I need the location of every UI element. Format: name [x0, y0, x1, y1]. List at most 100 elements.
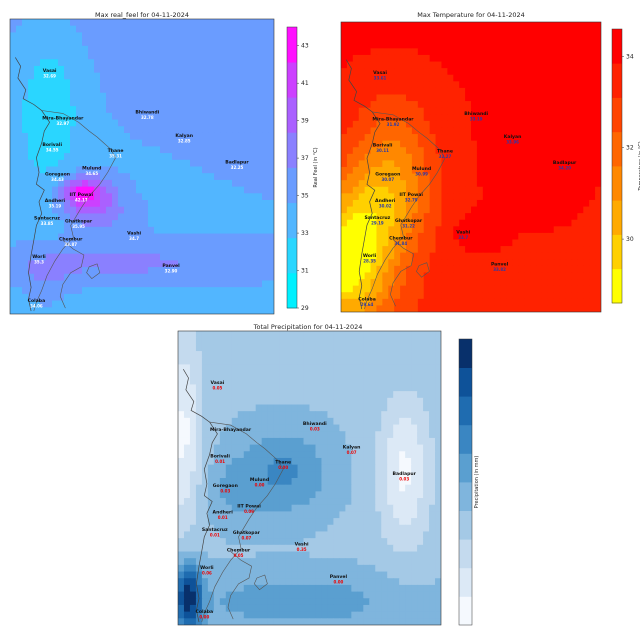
location-mira-bhayandar: Mira-Bhayandar	[210, 427, 252, 433]
location-name: Kalyan	[175, 133, 193, 139]
location-name: Kalyan	[504, 134, 522, 140]
colorbar-swatch	[287, 272, 297, 309]
temperature-map: Vasai33.61Mira-Bhayandar31.92Bhiwandi33.…	[340, 21, 640, 313]
location-name: Vashi	[127, 230, 141, 236]
colorbar-swatch	[459, 453, 472, 483]
location-name: Badlapur	[393, 471, 417, 477]
location-name: Worli	[200, 565, 214, 571]
location-name: Mira-Bhayandar	[42, 115, 84, 121]
location-name: Mira-Bhayandar	[372, 117, 414, 123]
location-name: Ghatkopar	[395, 218, 423, 224]
location-name: Andheri	[213, 509, 234, 515]
colorbar-swatch	[612, 234, 622, 270]
contour-field	[10, 19, 274, 314]
chart-title: Max real_feel for 04-11-2024	[94, 11, 189, 19]
location-value: 32.79	[405, 198, 418, 203]
colorbar-tick: 37	[301, 155, 309, 162]
location-name: Mulund	[82, 165, 101, 171]
location-value: 34.43	[51, 177, 64, 182]
map-frame	[9, 18, 275, 315]
colorbar-swatch	[612, 63, 622, 98]
colorbar-label: Temperature (in °C)	[638, 141, 640, 191]
location-value: 30.02	[379, 203, 392, 208]
location-value: 0.09	[244, 509, 254, 514]
location-name: Vasai	[43, 68, 57, 74]
location-value: 0.06	[202, 571, 212, 576]
colorbar-swatch	[612, 200, 622, 235]
colorbar-swatch	[459, 367, 472, 397]
colorbar-tick: 31	[301, 268, 309, 275]
location-value: 33.19	[470, 116, 483, 121]
location-name: Worli	[363, 253, 377, 259]
colorbar-swatch	[287, 62, 297, 98]
location-value: 28.35	[363, 258, 376, 263]
location-value: 0.07	[241, 535, 251, 540]
location-name: Thane	[275, 459, 291, 465]
realfeel-panel: Max real_feel for 04-11-2024 Vasai 32.69 M…	[0, 0, 320, 320]
location-name: Colaba	[196, 609, 214, 615]
location-value: 34.65	[85, 171, 98, 176]
location-value: 0.00	[255, 482, 265, 487]
location-value: 32.90	[165, 268, 178, 273]
location-name: IIT Powai	[70, 192, 94, 198]
location-value: 0.35	[297, 547, 307, 552]
location-name: Kalyan	[343, 445, 361, 451]
colorbar-tick: 33	[301, 230, 309, 237]
colorbar-swatch	[612, 166, 622, 201]
location-value: 32.85	[178, 139, 191, 144]
colorbar-tick: 39	[301, 118, 309, 125]
colorbar-swatch	[287, 97, 297, 133]
location-name: Colaba	[28, 298, 46, 304]
colorbar-swatch	[459, 539, 472, 569]
colorbar: Precipitation (in mm)	[458, 338, 480, 626]
location-name: Badlapur	[553, 160, 577, 166]
location-name: Bhiwandi	[464, 111, 488, 117]
location-value: 32.25	[231, 165, 244, 170]
location-value: 0.05	[212, 385, 222, 390]
colorbar-swatch	[459, 567, 472, 597]
colorbar-label: Real Feel (in °C)	[313, 147, 319, 187]
location-name: Bhiwandi	[303, 421, 327, 427]
location-value: 0.07	[347, 450, 357, 455]
location-name: Panvel	[330, 574, 348, 580]
location-name: Goregaon	[213, 483, 238, 489]
location-name: Santacruz	[364, 215, 390, 221]
location-value: 42.17	[75, 198, 88, 203]
location-value: 0.01	[218, 515, 228, 520]
location-value: 33.61	[374, 76, 387, 81]
location-value: 34.06	[30, 304, 43, 309]
colorbar-swatch	[459, 396, 472, 426]
precipitation-panel: Total Precipitation for 04-11-2024 Vasai…	[160, 320, 480, 640]
location-value: 31.84	[394, 241, 407, 246]
location-value: 0.03	[399, 477, 409, 482]
location-name: Thane	[437, 149, 453, 155]
